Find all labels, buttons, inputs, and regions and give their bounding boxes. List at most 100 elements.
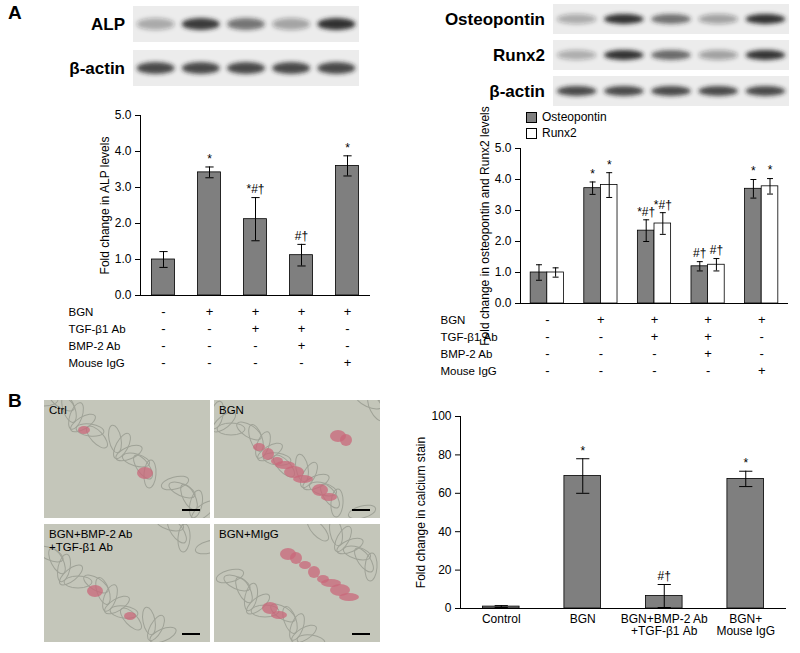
svg-text:+: +	[704, 346, 712, 361]
svg-text:BGN+Mouse IgG: BGN+Mouse IgG	[716, 612, 775, 638]
svg-text:*: *	[345, 141, 350, 155]
svg-text:BGN+BMP-2 Ab+TGF-β1 Ab: BGN+BMP-2 Ab+TGF-β1 Ab	[621, 612, 708, 638]
svg-text:4.0: 4.0	[495, 172, 512, 186]
svg-text:-: -	[345, 321, 349, 336]
svg-text:+: +	[252, 304, 260, 319]
svg-text:*: *	[607, 158, 612, 172]
svg-text:+: +	[597, 312, 605, 327]
svg-text:-: -	[760, 346, 764, 361]
svg-text:-: -	[706, 363, 710, 378]
svg-text:*#†: *#†	[654, 198, 672, 212]
svg-text:100: 100	[431, 409, 451, 423]
html-text:B: B	[8, 390, 22, 411]
svg-text:*: *	[580, 444, 585, 458]
svg-text:β-actin: β-actin	[489, 82, 545, 101]
svg-text:-: -	[207, 321, 211, 336]
svg-text:-: -	[253, 338, 257, 353]
svg-text:Control: Control	[482, 612, 521, 626]
svg-text:5.0: 5.0	[495, 141, 512, 155]
svg-text:1.0: 1.0	[115, 252, 132, 266]
svg-text:60: 60	[438, 486, 452, 500]
svg-text:BGN+BMP-2 Ab+TGF-β1 Ab: BGN+BMP-2 Ab+TGF-β1 Ab	[49, 528, 132, 553]
svg-text:0: 0	[445, 601, 452, 615]
svg-text:-: -	[599, 329, 603, 344]
svg-text:BGN: BGN	[570, 612, 596, 626]
svg-text:5.0: 5.0	[115, 108, 132, 122]
svg-text:Runx2: Runx2	[493, 46, 545, 65]
svg-text:-: -	[545, 312, 549, 327]
svg-text:+: +	[344, 304, 352, 319]
svg-text:Mouse IgG: Mouse IgG	[441, 365, 497, 377]
html-text:A: A	[8, 2, 22, 23]
svg-text:40: 40	[438, 525, 452, 539]
svg-text:-: -	[207, 338, 211, 353]
svg-text:TGF-β1 Ab: TGF-β1 Ab	[441, 331, 498, 343]
svg-text:-: -	[599, 346, 603, 361]
svg-text:+: +	[758, 312, 766, 327]
svg-text:Fold change in calcium stain: Fold change in calcium stain	[414, 437, 428, 588]
svg-text:-: -	[599, 363, 603, 378]
svg-text:-: -	[652, 346, 656, 361]
svg-text:-: -	[207, 355, 211, 370]
svg-text:*: *	[751, 164, 756, 178]
svg-text:-: -	[652, 363, 656, 378]
svg-text:0.0: 0.0	[495, 296, 512, 310]
svg-text:+: +	[298, 338, 306, 353]
svg-text:Ctrl: Ctrl	[49, 404, 67, 416]
svg-text:+: +	[298, 304, 306, 319]
svg-text:-: -	[299, 355, 303, 370]
svg-text:#†: #†	[658, 569, 671, 583]
svg-text:20: 20	[438, 563, 452, 577]
svg-text:β-actin: β-actin	[69, 59, 125, 78]
svg-text:-: -	[345, 338, 349, 353]
svg-text:-: -	[161, 321, 165, 336]
svg-text:+: +	[651, 312, 659, 327]
svg-text:*: *	[590, 167, 595, 181]
svg-text:+: +	[758, 363, 766, 378]
svg-text:+: +	[206, 304, 214, 319]
svg-text:ALP: ALP	[91, 15, 125, 34]
svg-text:+: +	[298, 321, 306, 336]
svg-text:4.0: 4.0	[115, 144, 132, 158]
svg-text:BGN: BGN	[69, 306, 94, 318]
svg-text:-: -	[545, 363, 549, 378]
svg-text:2.0: 2.0	[495, 234, 512, 248]
svg-text:-: -	[760, 329, 764, 344]
svg-text:*: *	[743, 456, 748, 470]
svg-text:*: *	[207, 152, 212, 166]
svg-text:1.0: 1.0	[495, 265, 512, 279]
svg-text:*#†: *#†	[637, 205, 655, 219]
svg-text:-: -	[253, 355, 257, 370]
svg-text:+: +	[344, 355, 352, 370]
svg-text:BGN+MIgG: BGN+MIgG	[219, 528, 279, 540]
svg-text:BGN: BGN	[219, 404, 244, 416]
svg-text:3.0: 3.0	[115, 180, 132, 194]
html-text:Osteopontin: Osteopontin	[542, 110, 607, 124]
svg-text:BGN: BGN	[441, 314, 466, 326]
svg-text:-: -	[545, 346, 549, 361]
svg-text:0.0: 0.0	[115, 288, 132, 302]
svg-text:3.0: 3.0	[495, 203, 512, 217]
svg-text:-: -	[161, 338, 165, 353]
svg-text:*#†: *#†	[246, 182, 264, 196]
svg-text:BMP-2 Ab: BMP-2 Ab	[69, 340, 121, 352]
svg-text:Fold change in ALP levels: Fold change in ALP levels	[98, 137, 112, 275]
svg-text:#†: #†	[295, 229, 308, 243]
svg-text:+: +	[704, 312, 712, 327]
svg-text:#†: #†	[710, 243, 723, 257]
svg-text:*: *	[768, 163, 773, 177]
svg-text:Osteopontin: Osteopontin	[445, 10, 545, 29]
svg-text:-: -	[161, 304, 165, 319]
svg-text:#†: #†	[693, 246, 706, 260]
svg-text:TGF-β1 Ab: TGF-β1 Ab	[69, 323, 126, 335]
svg-text:-: -	[545, 329, 549, 344]
svg-text:+: +	[252, 321, 260, 336]
svg-text:2.0: 2.0	[115, 216, 132, 230]
svg-text:+: +	[704, 329, 712, 344]
svg-text:Mouse IgG: Mouse IgG	[69, 357, 125, 369]
svg-text:Fold change in osteopontin and: Fold change in osteopontin and Runx2 lev…	[478, 106, 492, 346]
svg-text:80: 80	[438, 448, 452, 462]
svg-text:BMP-2 Ab: BMP-2 Ab	[441, 348, 493, 360]
svg-text:+: +	[651, 329, 659, 344]
svg-text:-: -	[161, 355, 165, 370]
